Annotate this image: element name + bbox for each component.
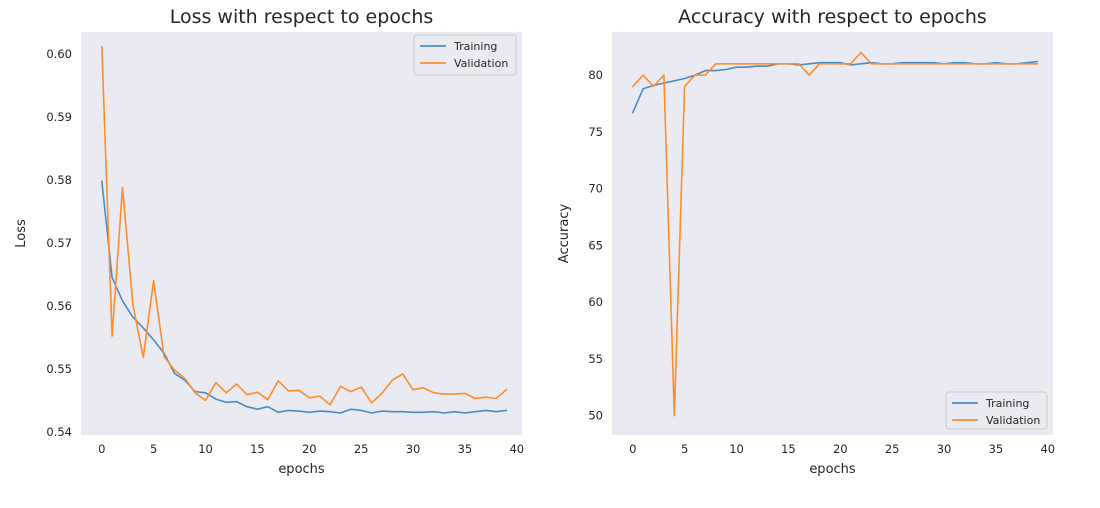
loss-xtick-label: 20 [302,442,317,456]
accuracy-plot-area [612,32,1053,435]
accuracy-xtick-label: 15 [781,442,796,456]
accuracy-ytick-label: 80 [588,68,603,82]
loss-ytick-label: 0.54 [46,425,72,439]
accuracy-xtick-label: 40 [1040,442,1055,456]
loss-yaxis-label: Loss [14,219,29,248]
accuracy-legend-label-validation: Validation [986,414,1040,427]
accuracy-legend-label-training: Training [985,397,1029,410]
loss-chart: Loss with respect to epochs 0 5 10 15 20 25 30 3… [14,6,524,477]
loss-xtick-label: 30 [406,442,421,456]
loss-legend-label-validation: Validation [454,57,508,70]
loss-ytick-label: 0.56 [46,299,72,313]
accuracy-xtick-label: 20 [833,442,848,456]
accuracy-ytick-label: 75 [588,125,603,139]
loss-legend-label-training: Training [453,40,497,53]
accuracy-xtick-label: 5 [681,442,688,456]
loss-ytick-label: 0.57 [46,236,72,250]
accuracy-ytick-label: 70 [588,182,603,196]
loss-xtick-label: 10 [198,442,213,456]
accuracy-xtick-label: 30 [937,442,952,456]
loss-xtick-label: 0 [98,442,105,456]
loss-legend: Training Validation [413,34,517,76]
loss-xaxis-label: epochs [278,462,325,477]
accuracy-ytick-label: 55 [588,352,603,366]
loss-title: Loss with respect to epochs [170,6,434,28]
loss-legend-frame [413,34,517,76]
loss-validation-line [101,45,508,406]
loss-plot-area [81,32,522,435]
accuracy-legend: Training Validation [945,391,1048,430]
accuracy-ytick-label: 65 [588,238,603,252]
loss-xtick-label: 15 [250,442,265,456]
accuracy-ytick-label: 50 [588,409,603,423]
loss-ytick-label: 0.59 [46,110,72,124]
accuracy-xtick-label: 35 [989,442,1004,456]
accuracy-title: Accuracy with respect to epochs [678,6,987,28]
loss-ytick-label: 0.60 [46,47,72,61]
accuracy-xtick-label: 25 [885,442,900,456]
accuracy-xaxis-label: epochs [809,462,856,477]
accuracy-chart: Accuracy with respect to epochs 0 5 10 15 20 2… [557,6,1055,477]
accuracy-validation-line [631,51,1039,417]
loss-xtick-label: 5 [150,442,157,456]
accuracy-xtick-label: 10 [729,442,744,456]
loss-xtick-label: 35 [458,442,473,456]
accuracy-yaxis-label: Accuracy [557,204,572,264]
accuracy-xtick-label: 0 [629,442,636,456]
loss-ytick-label: 0.58 [46,173,72,187]
loss-xtick-label: 25 [354,442,369,456]
accuracy-ytick-label: 60 [588,295,603,309]
loss-ytick-label: 0.55 [46,362,72,376]
loss-xtick-label: 40 [509,442,524,456]
